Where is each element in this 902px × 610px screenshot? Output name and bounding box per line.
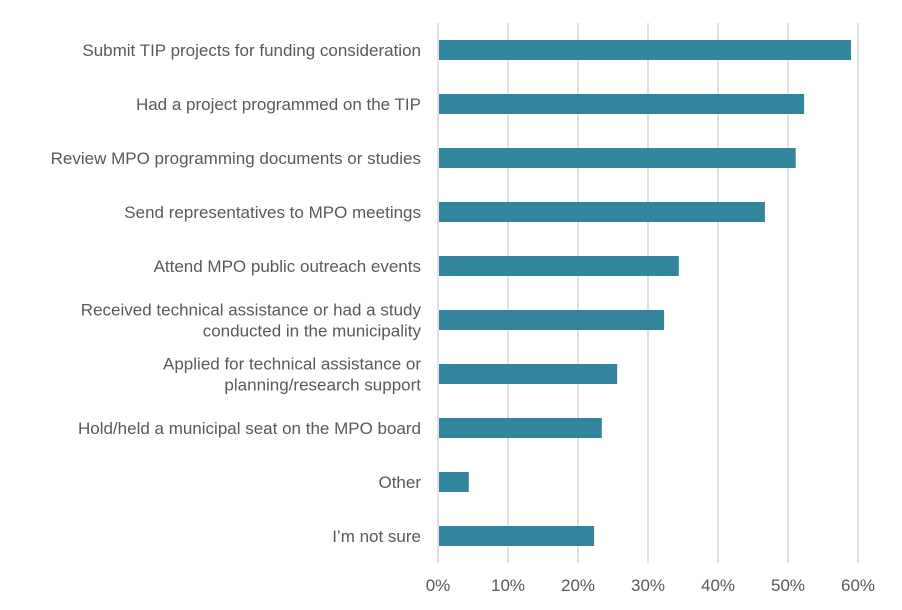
category-label-line: I’m not sure (332, 527, 421, 546)
bar (439, 202, 765, 222)
category-label: Other (378, 473, 421, 492)
bar (439, 526, 595, 546)
bar (439, 418, 602, 438)
bars (439, 40, 851, 546)
category-label: Hold/held a municipal seat on the MPO bo… (78, 419, 421, 438)
x-tick-label: 30% (631, 576, 665, 595)
category-label-line: Received technical assistance or had a s… (81, 301, 422, 320)
bar (439, 148, 796, 168)
category-label-line: Other (378, 473, 421, 492)
category-label-line: Hold/held a municipal seat on the MPO bo… (78, 419, 421, 438)
bar (439, 364, 618, 384)
category-label-line: Submit TIP projects for funding consider… (82, 41, 421, 60)
category-labels: Submit TIP projects for funding consider… (51, 41, 422, 546)
category-label-line: Review MPO programming documents or stud… (51, 149, 421, 168)
category-label: Submit TIP projects for funding consider… (82, 41, 421, 60)
x-tick-label: 50% (771, 576, 805, 595)
category-label: Had a project programmed on the TIP (136, 95, 421, 114)
bar (439, 310, 665, 330)
bar (439, 472, 469, 492)
category-label-line: Applied for technical assistance or (163, 355, 421, 374)
category-label-line: Send representatives to MPO meetings (124, 203, 421, 222)
category-label-line: conducted in the municipality (203, 322, 422, 341)
x-axis-tick-labels: 0% 10% 20% 30% 40% 50% 60% (426, 576, 875, 595)
category-label: Received technical assistance or had a s… (81, 301, 422, 341)
category-label: Applied for technical assistance or plann… (163, 355, 421, 395)
x-tick-label: 10% (491, 576, 525, 595)
x-tick-label: 20% (561, 576, 595, 595)
bar (439, 256, 679, 276)
category-label: Send representatives to MPO meetings (124, 203, 421, 222)
category-label: Review MPO programming documents or stud… (51, 149, 421, 168)
category-label-line: Had a project programmed on the TIP (136, 95, 421, 114)
category-label-line: Attend MPO public outreach events (154, 257, 421, 276)
category-label: Attend MPO public outreach events (154, 257, 421, 276)
x-tick-label: 0% (426, 576, 451, 595)
bar (439, 40, 851, 60)
category-label: I’m not sure (332, 527, 421, 546)
x-tick-label: 60% (841, 576, 875, 595)
category-label-line: planning/research support (224, 376, 421, 395)
x-tick-label: 40% (701, 576, 735, 595)
bar (439, 94, 805, 114)
